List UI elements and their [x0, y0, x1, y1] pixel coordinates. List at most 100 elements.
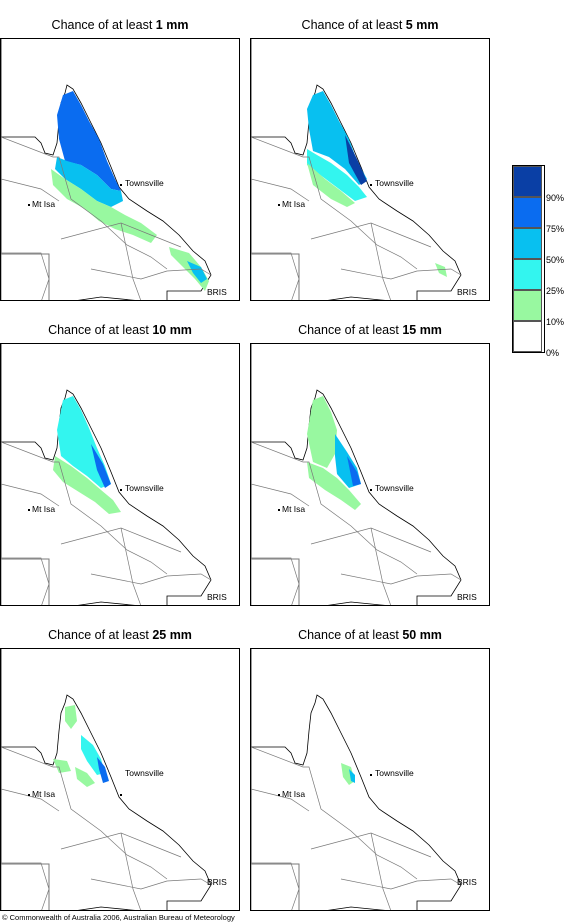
district-boundary — [370, 832, 392, 910]
townsville-label: Townsville — [375, 178, 414, 188]
rainfall-shading — [91, 444, 111, 488]
rainfall-shading — [51, 169, 157, 243]
inset-box — [1, 558, 50, 605]
bris-label: BRIS — [457, 287, 477, 297]
district-boundary — [340, 573, 418, 585]
rainfall-shading — [349, 769, 355, 783]
rainfall-shading — [307, 163, 355, 207]
district-boundary — [1, 136, 168, 270]
legend-swatch — [513, 197, 542, 228]
district-boundary — [1, 252, 50, 300]
legend-label: 0% — [546, 348, 560, 358]
district-boundary — [251, 252, 300, 300]
rainfall-shading — [307, 396, 337, 468]
district-boundary — [251, 136, 418, 270]
mt-isa-label: Mt Isa — [32, 504, 56, 514]
mt-isa-label: Mt Isa — [32, 199, 56, 209]
panel-title: Chance of at least 10 mm — [48, 323, 192, 337]
district-boundary — [251, 788, 310, 812]
rainfall-shading — [55, 157, 123, 207]
district-boundary — [166, 573, 212, 581]
rainfall-shading — [53, 759, 71, 773]
district-boundary — [310, 832, 432, 858]
district-boundary — [416, 268, 462, 276]
bris-label: BRIS — [457, 592, 477, 602]
townsville-label: Townsville — [125, 483, 164, 493]
rainfall-shading — [53, 456, 121, 514]
legend-label: 75% — [546, 224, 565, 234]
rainfall-shading — [65, 705, 77, 729]
rainfall-shading — [347, 456, 361, 486]
legend-label: 10% — [546, 317, 565, 327]
district-boundary — [120, 527, 142, 605]
bris-label: BRIS — [207, 877, 227, 887]
townsville-label: Townsville — [125, 768, 164, 778]
legend-swatches — [512, 165, 545, 353]
queensland-map — [250, 648, 490, 911]
townsville-label: Townsville — [375, 483, 414, 493]
mt-isa-label: Mt Isa — [32, 789, 56, 799]
inset-box — [1, 253, 50, 300]
inset-box — [1, 863, 50, 910]
district-boundary — [251, 746, 418, 880]
inset-box — [251, 253, 300, 300]
district-boundary — [60, 832, 182, 858]
mt-isa-label: Mt Isa — [282, 789, 306, 799]
legend-swatch — [513, 166, 542, 197]
color-legend: 90% 75% 50% 25% 10% 0% — [512, 165, 564, 358]
queensland-map — [0, 38, 240, 301]
inset-box — [251, 558, 300, 605]
district-boundary — [251, 483, 310, 507]
queensland-map — [250, 343, 490, 606]
district-boundary — [120, 832, 142, 910]
townsville-label: Townsville — [375, 768, 414, 778]
panel-title: Chance of at least 25 mm — [48, 628, 192, 642]
district-boundary — [166, 268, 212, 276]
rainfall-shading — [345, 135, 367, 185]
district-boundary — [310, 222, 432, 248]
rainfall-shading — [75, 767, 95, 787]
district-boundary — [370, 527, 392, 605]
district-boundary — [1, 178, 60, 202]
district-boundary — [1, 557, 50, 605]
bris-label: BRIS — [207, 287, 227, 297]
legend-label: 25% — [546, 286, 565, 296]
land-area — [251, 649, 462, 910]
townsville-label: Townsville — [125, 178, 164, 188]
district-boundary — [251, 441, 418, 575]
district-boundary — [340, 878, 418, 890]
legend-swatch — [513, 321, 542, 352]
rainfall-shading — [307, 149, 367, 201]
panel-title: Chance of at least 15 mm — [298, 323, 442, 337]
district-boundary — [90, 268, 168, 280]
district-boundary — [251, 557, 300, 605]
bris-label: BRIS — [207, 592, 227, 602]
district-boundary — [416, 878, 462, 886]
panel-title: Chance of at least 1 mm — [51, 18, 189, 32]
legend-label: 50% — [546, 255, 565, 265]
rainfall-shading — [187, 261, 207, 283]
queensland-map — [250, 38, 490, 301]
district-boundary — [1, 441, 168, 575]
district-boundary — [340, 268, 418, 280]
rainfall-shading — [57, 91, 121, 191]
district-boundary — [1, 862, 50, 910]
district-boundary — [310, 527, 432, 553]
queensland-map — [0, 343, 240, 606]
district-boundary — [1, 788, 60, 812]
rainfall-shading — [435, 263, 447, 277]
district-boundary — [166, 878, 212, 886]
district-boundary — [1, 746, 168, 880]
legend-swatch — [513, 290, 542, 321]
district-boundary — [60, 527, 182, 553]
district-boundary — [60, 222, 182, 248]
legend-swatch — [513, 228, 542, 259]
bris-label: BRIS — [457, 877, 477, 887]
queensland-map — [0, 648, 240, 911]
panel-title: Chance of at least 5 mm — [301, 18, 439, 32]
mt-isa-label: Mt Isa — [282, 504, 306, 514]
district-boundary — [120, 222, 142, 300]
district-boundary — [90, 878, 168, 890]
district-boundary — [1, 483, 60, 507]
district-boundary — [251, 178, 310, 202]
